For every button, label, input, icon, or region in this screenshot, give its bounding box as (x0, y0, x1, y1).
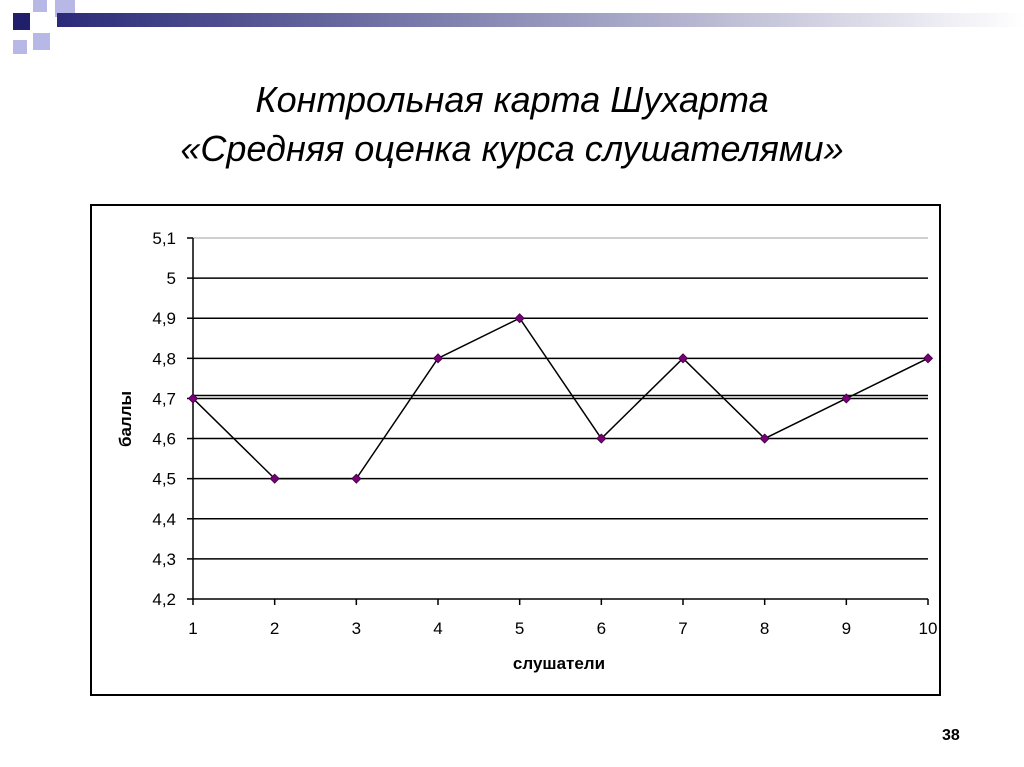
decor-square-lavender-1 (33, 0, 47, 12)
x-tick-labels: 1 2 3 4 5 6 7 8 9 10 (188, 619, 937, 638)
data-point-marker (759, 433, 770, 444)
x-tick-label: 5 (515, 619, 524, 638)
y-tick-label: 4,4 (152, 510, 176, 529)
y-tick-label: 4,5 (152, 470, 176, 489)
y-tick-label: 5,1 (152, 229, 176, 248)
data-point-marker (677, 353, 689, 364)
decor-square-lavender-3 (33, 33, 50, 50)
y-tick-label: 4,6 (152, 430, 176, 449)
x-tick-label: 3 (352, 619, 361, 638)
y-tick-label: 4,3 (152, 550, 176, 569)
y-tick-label: 4,7 (152, 389, 176, 408)
y-tick-label: 4,2 (152, 590, 176, 609)
decor-square-lavender-4 (13, 40, 27, 54)
slide-title-line2: «Средняя оценка курса слушателями» (180, 128, 844, 169)
data-point-marker (432, 353, 444, 364)
data-point-marker (269, 473, 280, 484)
data-point-marker (187, 393, 199, 404)
slide-number: 38 (942, 727, 960, 744)
grid-lines (193, 237, 928, 560)
x-tick-label: 2 (270, 619, 279, 638)
data-point-marker (596, 433, 607, 444)
y-axis-label: баллы (116, 391, 135, 447)
data-markers (187, 313, 934, 484)
chart-frame (90, 204, 941, 696)
decor-square-lavender-2 (55, 0, 75, 17)
y-tick-label: 4,8 (152, 349, 176, 368)
decor-square-navy (13, 13, 30, 30)
y-tick-label: 5 (167, 269, 176, 288)
series-line (192, 317, 929, 480)
x-tick-label: 9 (842, 619, 851, 638)
decor-gradient-bar (57, 13, 1024, 27)
data-point-marker (922, 353, 934, 364)
x-tick-label: 4 (433, 619, 442, 638)
data-point-marker (841, 393, 852, 404)
data-point-marker (514, 313, 525, 324)
data-point-marker (351, 473, 362, 484)
x-tick-label: 7 (678, 619, 687, 638)
x-tick-label: 10 (919, 619, 938, 638)
x-axis-label: слушатели (513, 654, 605, 673)
y-tick-label: 4,9 (152, 309, 176, 328)
slide-title-line1: Контрольная карта Шухарта (255, 79, 769, 120)
x-tick-label: 8 (760, 619, 769, 638)
series-polyline (192, 317, 929, 480)
y-tick-labels: 4,2 4,3 4,4 4,5 4,6 4,7 4,8 4,9 5 5,1 (152, 229, 176, 609)
x-tick-label: 1 (188, 619, 197, 638)
x-tick-label: 6 (597, 619, 606, 638)
axes (187, 237, 929, 605)
